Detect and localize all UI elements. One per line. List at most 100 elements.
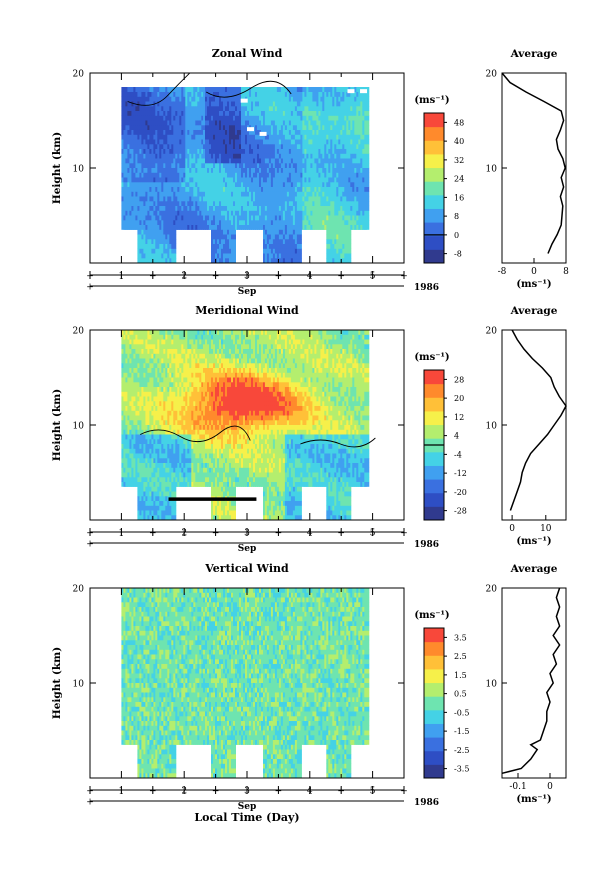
colorbar-swatch [424,113,444,128]
field-cell [296,148,302,154]
field-cell [364,201,370,206]
field-cell [171,258,177,263]
colorbar-swatch [424,181,444,196]
field-cell [296,258,302,263]
field-cell [296,115,302,121]
x-tick-label: 4 [307,272,313,282]
field-cell [346,248,352,254]
gap-speck [259,131,267,136]
field-cell [346,258,352,263]
average-x-tick-label: 8 [563,267,569,277]
colorbar-swatch [424,194,444,209]
field-cell [364,224,370,230]
field-cell [364,191,370,197]
field-cell [231,253,236,259]
colorbar-tick-label: 32 [454,156,464,165]
field-cell [364,158,370,164]
colorbar-swatch [424,153,444,169]
colorbar-swatch [424,126,444,141]
field-cell [296,167,302,173]
field-cell [364,125,370,130]
field-cell [364,106,370,111]
field-cell [364,144,370,149]
field-cell [364,205,370,211]
field-cell [171,239,177,244]
field-cell [171,243,177,249]
field-cell [364,91,370,97]
field-cell [296,101,302,107]
field-cell [364,110,370,116]
field-cell [364,210,370,216]
zero-contour [127,73,191,106]
field-cell [296,163,302,168]
heatmap-field [121,73,370,263]
field-cell [296,253,302,259]
x-tick-label: 5 [370,272,376,282]
colorbar-tick-label: -8 [454,250,462,259]
field-cell [296,186,302,192]
month-label: Sep [238,287,257,297]
field-cell [296,215,302,221]
field-cell [364,220,370,225]
day-axis-marker: + [86,272,94,282]
x-tick-label: 2 [181,272,187,282]
field-cell [231,258,236,263]
field-cell [364,115,370,121]
field-cell [296,191,302,197]
y-tick-label: 10 [73,165,85,175]
field-cell [296,96,302,102]
field-cell [296,120,302,126]
field-cell [364,215,370,221]
field-cell [231,234,236,240]
field-cell [296,196,302,202]
panel-title: Zonal Wind [212,47,283,60]
field-cell [296,139,302,145]
field-cell [296,229,302,235]
heatmap-field [121,330,376,520]
field-cell [364,172,370,178]
field-cell [364,153,370,159]
field-cell [296,87,302,92]
colorbar-tick-label: 24 [454,175,464,184]
field-cell [296,110,302,116]
colorbar-swatch [424,208,444,223]
field-cell [296,177,302,183]
field-cell [296,158,302,164]
day-axis-marker: + [275,272,283,282]
field-cell [296,220,302,225]
field-cell [364,182,370,187]
field-cell [296,205,302,211]
field-cell [364,129,370,135]
field-cell [296,144,302,149]
field-cell [346,229,352,235]
colorbar-tick-label: 48 [454,118,464,127]
average-x-tick-label: 0 [531,267,537,277]
field-cell [296,134,302,140]
day-axis-marker: + [149,272,157,282]
field-cell [296,106,302,111]
colorbar-tick-label: 0 [454,231,459,240]
colorbar-swatch [424,222,444,237]
field-cell [346,253,352,259]
x-tick-label: 3 [244,272,250,282]
colorbar-tick-label: 8 [454,212,459,221]
y-tick-label: 20 [73,70,85,80]
field-cell [231,248,236,254]
x-tick-label: 1 [119,272,125,282]
field-cell [296,243,302,249]
gap-speck [347,89,355,94]
colorbar-swatch [424,140,444,155]
day-axis-marker: + [212,272,220,282]
average-x-label: (ms⁻¹) [516,279,551,290]
field-cell [364,139,370,145]
field-cell [346,234,352,240]
colorbar-tick-label: 40 [454,137,464,146]
colorbar-frame [423,112,445,264]
field-cell [296,125,302,130]
average-x-tick-label: -8 [498,267,507,277]
year-label: 1986 [414,283,439,293]
gap-speck [240,98,248,103]
field-cell [346,243,352,249]
field-cell [296,129,302,135]
